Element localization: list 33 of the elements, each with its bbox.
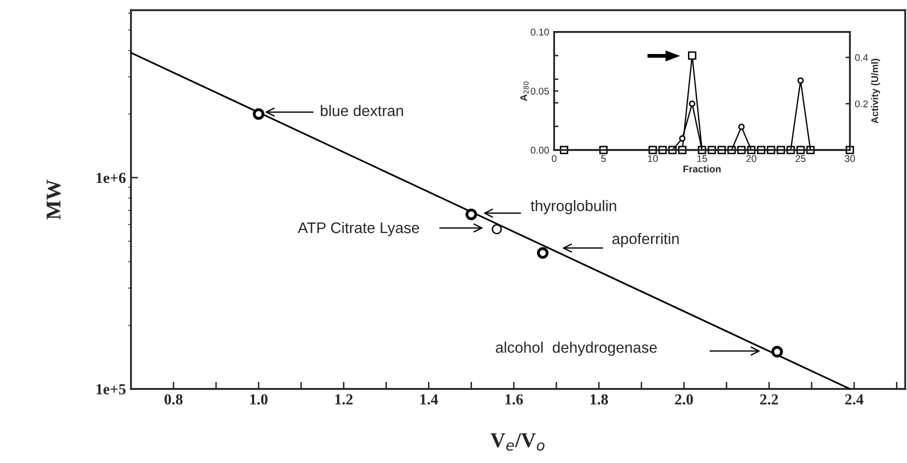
x-tick-label: 25 xyxy=(796,155,806,162)
x-tick-label: 1.0 xyxy=(250,394,268,405)
annotation: ATP Citrate Lyase xyxy=(298,222,420,236)
x-tick-label: 5 xyxy=(601,155,606,162)
y2-axis-title: Activity (U/ml) xyxy=(871,58,880,124)
x-tick-label: 30 xyxy=(844,155,855,162)
y-tick-label: 0.05 xyxy=(530,88,549,95)
x-tick-label: 20 xyxy=(746,155,756,162)
annotation: apoferritin xyxy=(612,232,679,248)
annotation: thyroglobulin xyxy=(530,200,616,214)
x-axis-title: V$_{e}$/V$_{o}$ xyxy=(490,433,544,451)
x-tick-label: 2.0 xyxy=(675,394,693,405)
x-tick-label: 1.6 xyxy=(506,394,523,405)
x-tick-label: 0.8 xyxy=(164,394,183,405)
annotation: blue dextran xyxy=(320,104,403,116)
x-tick-label: 1.4 xyxy=(420,394,438,405)
x-tick-label: 2.4 xyxy=(845,394,864,405)
y-axis-title: A$_{280}$ xyxy=(520,82,529,101)
x-tick-label: 0 xyxy=(552,155,556,162)
y-axis-title: MW xyxy=(46,180,61,220)
x-tick-label: 15 xyxy=(697,155,708,162)
y-tick-label: 0.10 xyxy=(530,28,549,36)
annotation: alcohol dehydrogenase xyxy=(496,342,657,356)
x-tick-label: 10 xyxy=(648,155,658,162)
y-tick-label: 1e+6 xyxy=(96,172,126,184)
y-tick-label: 0.00 xyxy=(530,146,549,154)
y2-tick-label: 0.4 xyxy=(855,54,868,62)
x-tick-label: 1.2 xyxy=(335,394,353,405)
x-axis-title: Fraction xyxy=(683,165,721,172)
y2-tick-label: 0.2 xyxy=(855,100,868,108)
x-tick-label: 2.2 xyxy=(760,394,778,405)
y-tick-label: 1e+5 xyxy=(96,384,126,394)
x-tick-label: 1.8 xyxy=(590,394,608,405)
